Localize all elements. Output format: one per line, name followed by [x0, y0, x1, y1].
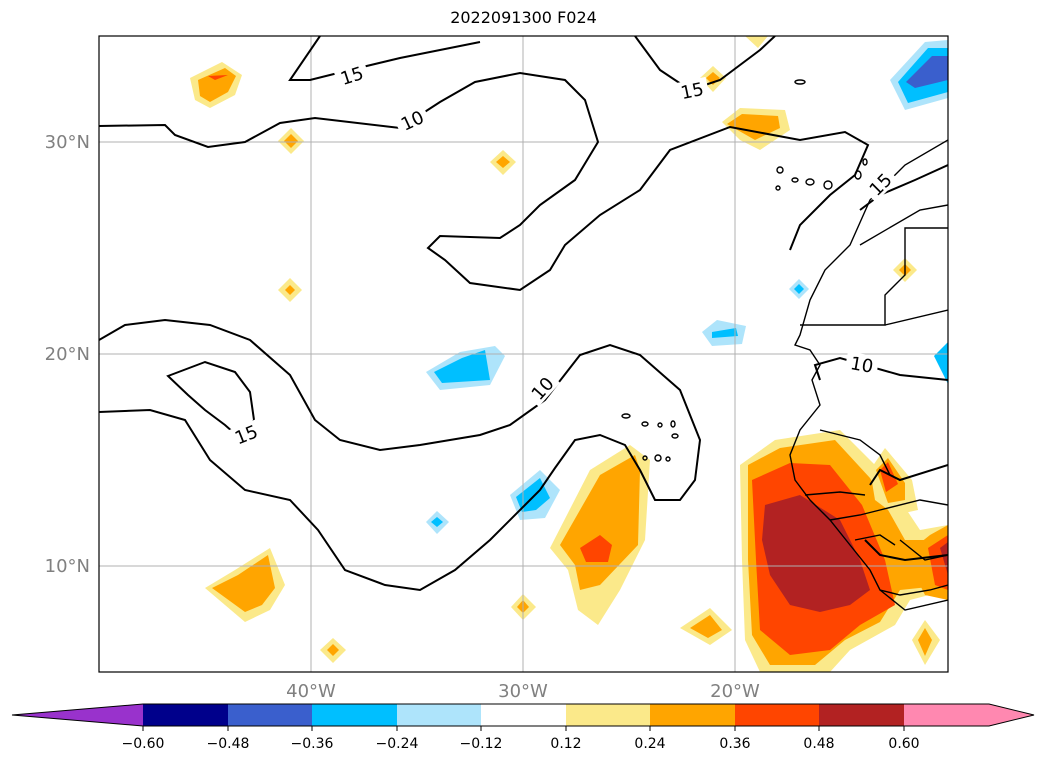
contour-labels: 15 10 15 15 10 10 15: [227, 61, 899, 449]
colorbar-segment: [904, 704, 989, 726]
map-title: 2022091300 F024: [450, 8, 597, 27]
anomaly-blob: [745, 36, 768, 48]
plot-area: 15 10 15 15 10 10 15: [99, 36, 948, 672]
contour-label: 10: [849, 353, 875, 378]
islands: [621, 79, 868, 462]
lat-label-10n: 10°N: [45, 556, 90, 577]
border-line: [884, 309, 948, 326]
colorbar-segment: [143, 704, 228, 726]
africa-coastline: [789, 139, 948, 596]
lon-label-20w: 20°W: [710, 681, 760, 702]
anomaly-blob: [560, 455, 640, 590]
island: [665, 456, 671, 462]
anomaly-blob: [794, 284, 804, 294]
shaded-anomalies: [190, 36, 948, 672]
anomaly-blob: [580, 535, 612, 562]
colorbar-tick-label: 0.60: [888, 736, 919, 752]
coastlines: [789, 139, 948, 611]
lat-label-20n: 20°N: [45, 344, 90, 365]
colorbar-tick-label: 0.24: [634, 736, 665, 752]
colorbar-segment: [312, 704, 397, 726]
colorbar-extend-high: [989, 704, 1034, 726]
anomaly-blob: [934, 342, 948, 384]
island: [776, 166, 784, 174]
island: [670, 420, 676, 428]
anomaly-blob: [940, 542, 948, 575]
border-line: [899, 539, 948, 561]
anomaly-blob: [906, 56, 948, 88]
colorbar-segment: [397, 704, 481, 726]
lat-label-30n: 30°N: [45, 132, 90, 153]
island: [654, 454, 662, 462]
colorbar-segment: [566, 704, 650, 726]
island: [671, 433, 679, 439]
anomaly-blob: [198, 68, 236, 102]
anomaly-blob: [690, 615, 722, 638]
anomaly-blob: [434, 350, 490, 383]
island: [854, 170, 862, 180]
contour-line: [99, 71, 870, 292]
colorbar-tick-label: −0.60: [122, 736, 165, 752]
island: [657, 422, 663, 428]
anomaly-blob: [208, 75, 228, 80]
contour-line: [99, 318, 702, 592]
contour-line: [859, 164, 948, 211]
island: [823, 180, 833, 190]
border-line: [800, 227, 948, 326]
border-line: [804, 491, 866, 496]
anomaly-blob: [327, 644, 339, 656]
border-line: [879, 589, 948, 611]
anomaly-blob: [496, 156, 510, 168]
colorbar-extend-low: [12, 704, 143, 726]
border-line: [829, 499, 948, 521]
anomaly-blob: [284, 134, 298, 148]
colorbar-segments: [12, 704, 1034, 726]
island: [621, 413, 631, 419]
anomaly-blob: [712, 328, 738, 338]
plot-frame: [98, 35, 949, 673]
colorbar-tick-label: −0.12: [460, 736, 503, 752]
island: [642, 455, 648, 461]
axis-labels: 30°N 20°N 10°N 40°W 30°W 20°W: [45, 132, 760, 702]
island: [862, 158, 868, 166]
colorbar-segment: [481, 704, 566, 726]
anomaly-blob: [431, 517, 443, 527]
lon-label-30w: 30°W: [498, 681, 548, 702]
colorbar-segment: [735, 704, 819, 726]
anomaly-blob: [880, 462, 898, 492]
island: [641, 421, 649, 427]
colorbar-tick-label: −0.48: [207, 736, 250, 752]
colorbar-tick-label: 0.12: [550, 736, 581, 752]
island: [794, 79, 806, 85]
colorbar-segment: [228, 704, 312, 726]
contour-label: 15: [679, 79, 706, 104]
colorbar-tick-label: 0.36: [719, 736, 750, 752]
colorbar: −0.60 −0.48 −0.36 −0.24 −0.12 0.12 0.24 …: [11, 703, 1035, 752]
anomaly-blob: [285, 285, 295, 295]
anomaly-blob: [762, 495, 870, 612]
border-line: [854, 534, 896, 546]
anomaly-blob: [706, 72, 720, 85]
border-line: [859, 204, 948, 246]
map-gridlines: [99, 36, 948, 672]
anomaly-blob: [212, 555, 275, 612]
island: [775, 185, 781, 191]
island: [791, 177, 799, 183]
colorbar-tick-label: −0.36: [291, 736, 334, 752]
colorbar-segment: [819, 704, 904, 726]
colorbar-tick-label: 0.48: [803, 736, 834, 752]
lon-label-40w: 40°W: [286, 681, 336, 702]
island: [805, 178, 815, 186]
colorbar-segment: [650, 704, 735, 726]
colorbar-ticks: [142, 726, 905, 731]
anomaly-blob: [918, 628, 932, 656]
border-line: [819, 429, 891, 476]
contour-line: [864, 539, 948, 562]
colorbar-tick-label: −0.24: [376, 736, 419, 752]
